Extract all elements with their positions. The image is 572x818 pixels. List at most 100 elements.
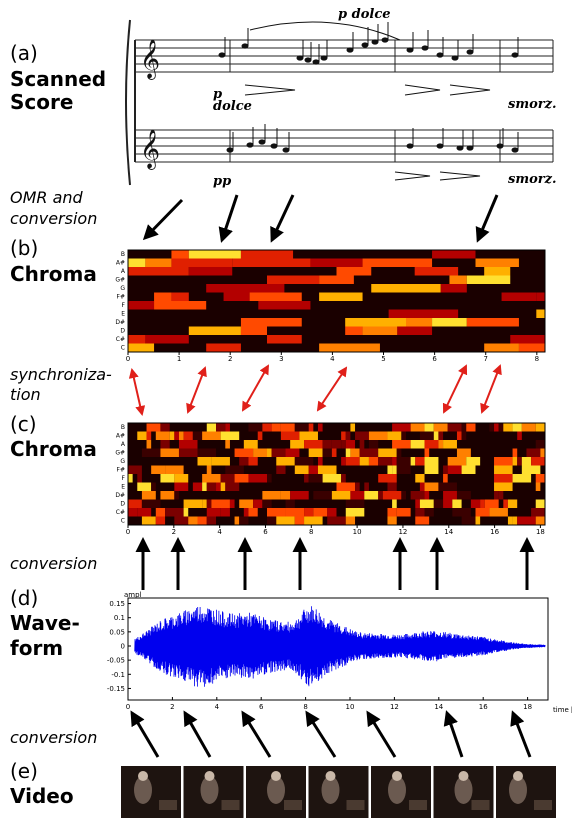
y-tick-label: 0.05 [109,628,125,636]
chroma-cell [234,448,254,457]
chroma-cell [424,508,434,517]
chroma-cell [317,423,323,432]
chroma-cell [410,440,425,449]
chroma-cell [410,491,425,500]
chroma-cell [424,491,430,500]
chroma-cell [276,457,295,466]
score-annotation: smorz. [508,97,557,112]
chroma-cell [216,423,226,432]
chroma-cell [443,474,448,483]
chroma-cell [359,448,379,457]
chroma-cell [489,423,495,432]
chroma-cell [521,465,541,474]
panel-letter: (e) [10,759,38,783]
chroma-cell [174,482,189,491]
chroma-cell [128,499,142,508]
chroma-cell [368,440,379,449]
chroma-cell [341,457,346,466]
chroma-cell [141,499,161,508]
chroma-cell [415,474,425,483]
note-head [436,52,444,58]
panel-label: form [10,636,63,660]
chroma-cell [518,343,545,352]
chroma-cell [229,499,235,508]
chroma-cell [160,423,170,432]
clef: 𝄞 [140,39,160,80]
chroma-cell [128,267,189,276]
chroma-cell [206,508,221,517]
chroma-cell [396,448,402,457]
chroma-cell [535,499,545,508]
chroma-cell [240,250,294,259]
chroma-cell [220,482,226,491]
chroma-cell [308,423,314,432]
x-tick-label: 10 [346,703,355,711]
chroma-cell [327,508,337,517]
frame-figure [321,776,340,804]
x-tick-label: 4 [330,355,335,363]
frame-light [409,800,427,810]
score-annotation: p [213,87,222,102]
chroma-cell [178,431,184,440]
note-head [406,47,414,53]
chroma-cell [240,318,302,327]
chroma-cell [197,516,207,525]
chroma-cell [432,318,467,327]
chroma-cell [359,457,369,466]
x-tick-label: 6 [263,528,268,536]
frame-figure [388,776,406,804]
chroma-cell [494,474,513,483]
chroma-cell [267,335,302,344]
x-tick-label: 4 [217,528,222,536]
x-tick-label: 10 [353,528,362,536]
pitch-label: D# [115,492,125,499]
x-tick-label: 18 [536,528,545,536]
pitch-label: F [122,302,126,309]
pitch-label: G# [115,276,125,283]
chroma-cell [531,457,545,466]
frame-head [271,771,281,781]
panel-letter: (b) [10,236,38,260]
chroma-cell [192,431,203,440]
chroma-cell [449,275,467,284]
pitch-label: C [121,517,125,524]
chroma-cell [392,457,397,466]
chroma-cell [128,465,142,474]
chroma-cell [294,516,305,525]
chroma-cell [276,465,286,474]
y-tick-label: 0.1 [114,614,125,622]
chroma-cell [345,448,351,457]
chroma-cell [494,465,513,474]
chroma-cell [447,423,462,432]
chroma-cell [341,440,346,449]
frame-head [204,771,215,781]
pitch-label: G [120,458,125,465]
chroma-cell [536,309,545,318]
pitch-label: F# [117,293,125,300]
chroma-cell [211,499,230,508]
chroma-cell [521,423,536,432]
chroma-cell [319,292,363,301]
note-head [226,147,234,153]
chroma-cell [216,482,221,491]
chroma-cell [243,508,249,517]
frame-head [458,771,469,781]
chroma-cell [475,516,481,525]
chroma-cell [220,508,230,517]
chroma-cell [517,431,522,440]
chroma-cell [234,474,249,483]
sync-arrow [186,366,207,414]
chroma-cell [507,499,518,508]
chroma-cell [267,448,272,457]
chroma-cell [197,448,217,457]
chroma-cell [174,474,189,483]
x-tick-label: 3 [279,355,283,363]
frame-head [138,771,148,781]
chroma-cell [336,267,372,276]
pitch-label: B [121,251,125,258]
chroma-cell [341,431,346,440]
chroma-cell [225,482,240,491]
chroma-cell [271,448,286,457]
chroma-cell [151,482,156,491]
